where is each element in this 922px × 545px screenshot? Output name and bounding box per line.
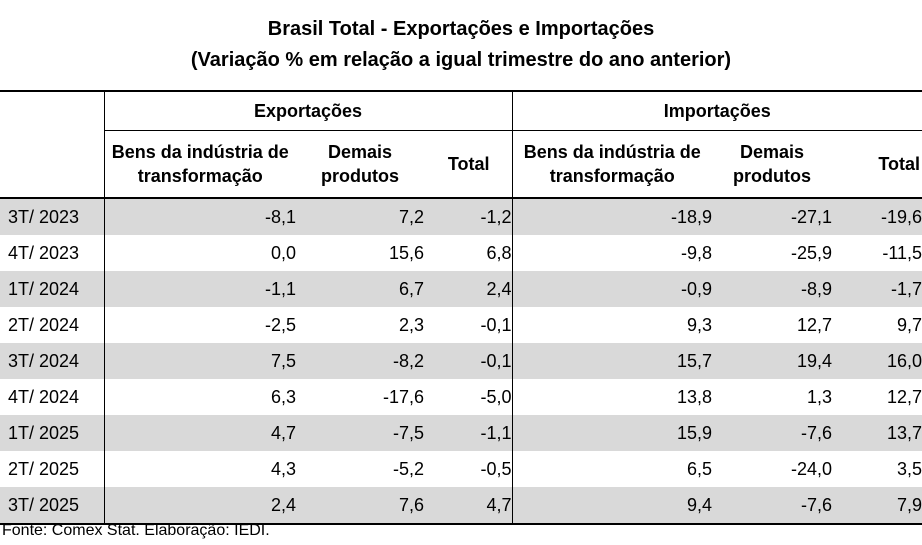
imp-total-cell: 7,9 <box>832 487 922 525</box>
exp-total-cell: -0,1 <box>480 314 512 335</box>
col-exp-other-line1: Demais <box>327 142 393 162</box>
imp-other-cell: -7,6 <box>712 487 833 525</box>
imp-other-cell: -7,6 <box>712 415 833 451</box>
group-header-row: Exportações Importações <box>0 90 922 131</box>
table-row: 1T/ 2025 4,7 -7,5 -1,1 15,9 -7,6 13,7 <box>0 415 922 451</box>
imp-total-cell: 9,7 <box>897 314 922 335</box>
imp-industry-cell: 13,8 <box>511 379 713 415</box>
col-imp-total: Total <box>832 130 922 199</box>
imp-other-cell: -25,9 <box>790 242 833 263</box>
period-cell: 2T/ 2025 <box>8 458 80 479</box>
period-cell: 3T/ 2024 <box>0 343 104 379</box>
imp-total-cell: 3,5 <box>897 458 922 479</box>
exp-industry-cell: -2,5 <box>103 307 296 343</box>
exp-other-cell: -5,2 <box>392 458 424 479</box>
exp-total-cell: -0,5 <box>480 458 512 479</box>
table-row: 3T/ 2023 -8,1 7,2 -1,2 -18,9 -27,1 -19,6 <box>0 198 922 235</box>
exp-industry-cell: 6,3 <box>103 379 296 415</box>
exp-total-cell: 6,8 <box>486 242 512 263</box>
period-cell: 3T/ 2023 <box>0 198 104 235</box>
table-row: 3T/ 2024 7,5 -8,2 -0,1 15,7 19,4 16,0 <box>0 343 922 379</box>
col-exp-other-line2: produtos <box>321 166 399 186</box>
period-cell: 4T/ 2024 <box>8 386 80 407</box>
col-exp-industry-line1: Bens da indústria de <box>111 142 289 162</box>
column-header-row: Bens da indústria de transformação Demai… <box>0 130 922 199</box>
imp-total-cell: 16,0 <box>832 343 922 379</box>
exp-industry-cell: 7,5 <box>103 343 296 379</box>
imp-other-cell: 12,7 <box>796 314 833 335</box>
exp-industry-cell: -1,1 <box>103 271 296 307</box>
imp-total-cell: 13,7 <box>832 415 922 451</box>
imp-total-cell: -11,5 <box>882 242 922 263</box>
table-row: 3T/ 2025 2,4 7,6 4,7 9,4 -7,6 7,9 <box>0 487 922 525</box>
imp-other-cell: -27,1 <box>712 198 833 235</box>
imp-total-cell: 12,7 <box>886 386 922 407</box>
exp-other-cell: -7,5 <box>296 415 424 451</box>
col-imp-industry-line1: Bens da indústria de <box>523 142 701 162</box>
table-row: 2T/ 2024 -2,5 2,3 -0,1 9,3 12,7 9,7 <box>0 307 922 343</box>
col-exp-industry-line2: transformação <box>137 166 263 186</box>
exp-industry-cell: 4,7 <box>103 415 296 451</box>
exp-total-cell: -1,2 <box>424 198 513 235</box>
imp-industry-cell: 6,5 <box>511 451 713 487</box>
exp-industry-cell: 4,3 <box>103 451 296 487</box>
source-note: Fonte: Comex Stat. Elaboração: IEDI. <box>2 522 270 539</box>
imp-industry-cell: 9,3 <box>511 307 713 343</box>
table-row: 2T/ 2025 4,3 -5,2 -0,5 6,5 -24,0 3,5 <box>0 451 922 487</box>
col-imp-other-line2: produtos <box>733 166 812 186</box>
table-row: 4T/ 2024 6,3 -17,6 -5,0 13,8 1,3 12,7 <box>0 379 922 415</box>
imp-industry-cell: 9,4 <box>511 487 713 525</box>
col-exp-industry: Bens da indústria de transformação <box>103 130 296 199</box>
corner-cell <box>0 90 104 131</box>
exp-other-cell: -17,6 <box>382 386 424 407</box>
title-line-2: (Variação % em relação a igual trimestre… <box>190 49 732 71</box>
period-cell: 3T/ 2025 <box>0 487 104 525</box>
exp-other-cell: 15,6 <box>388 242 424 263</box>
period-cell: 1T/ 2025 <box>0 415 104 451</box>
exp-total-cell: -0,1 <box>424 343 513 379</box>
col-imp-industry: Bens da indústria de transformação <box>511 130 713 199</box>
imp-industry-cell: -0,9 <box>511 271 713 307</box>
table-row: 1T/ 2024 -1,1 6,7 2,4 -0,9 -8,9 -1,7 <box>0 271 922 307</box>
imp-total-cell: -19,6 <box>832 198 922 235</box>
exp-other-cell: 6,7 <box>296 271 424 307</box>
col-imp-other: Demais produtos <box>712 130 833 199</box>
exp-industry-cell: 0,0 <box>103 235 296 271</box>
col-exp-total: Total <box>424 130 513 199</box>
col-imp-industry-line2: transformação <box>549 166 675 186</box>
exp-total-cell: 4,7 <box>424 487 513 525</box>
exp-other-cell: 2,3 <box>398 314 424 335</box>
exp-other-cell: 7,2 <box>296 198 424 235</box>
imp-total-cell: -1,7 <box>832 271 922 307</box>
exp-total-cell: -1,1 <box>424 415 513 451</box>
imp-other-cell: -8,9 <box>712 271 833 307</box>
exp-industry-cell: -8,1 <box>103 198 296 235</box>
col-exp-other: Demais produtos <box>296 130 424 199</box>
table-body: 3T/ 2023 -8,1 7,2 -1,2 -18,9 -27,1 -19,6 4T/ 20… <box>0 198 922 525</box>
exp-industry-cell: 2,4 <box>103 487 296 525</box>
exp-total-cell: 2,4 <box>424 271 513 307</box>
exp-other-cell: -8,2 <box>296 343 424 379</box>
imp-other-cell: 1,3 <box>806 386 833 407</box>
period-cell: 1T/ 2024 <box>0 271 104 307</box>
group-header-exports: Exportações <box>103 90 513 131</box>
imp-other-cell: -24,0 <box>790 458 833 479</box>
group-header-imports: Importações <box>511 90 922 131</box>
trade-table: Exportações Importações Bens da indústri… <box>0 90 922 525</box>
imp-industry-cell: 15,7 <box>511 343 713 379</box>
exp-total-cell: -5,0 <box>480 386 512 407</box>
imp-industry-cell: -9,8 <box>511 235 713 271</box>
imp-industry-cell: 15,9 <box>511 415 713 451</box>
period-header <box>0 130 104 199</box>
imp-industry-cell: -18,9 <box>511 198 713 235</box>
exp-other-cell: 7,6 <box>296 487 424 525</box>
table-title: Brasil Total - Exportações e Importações… <box>0 14 922 76</box>
title-line-1: Brasil Total - Exportações e Importações <box>267 18 655 40</box>
period-cell: 2T/ 2024 <box>8 314 80 335</box>
col-imp-other-line1: Demais <box>739 142 805 162</box>
period-cell: 4T/ 2023 <box>8 242 80 263</box>
table-row: 4T/ 2023 0,0 15,6 6,8 -9,8 -25,9 -11,5 <box>0 235 922 271</box>
imp-other-cell: 19,4 <box>712 343 833 379</box>
